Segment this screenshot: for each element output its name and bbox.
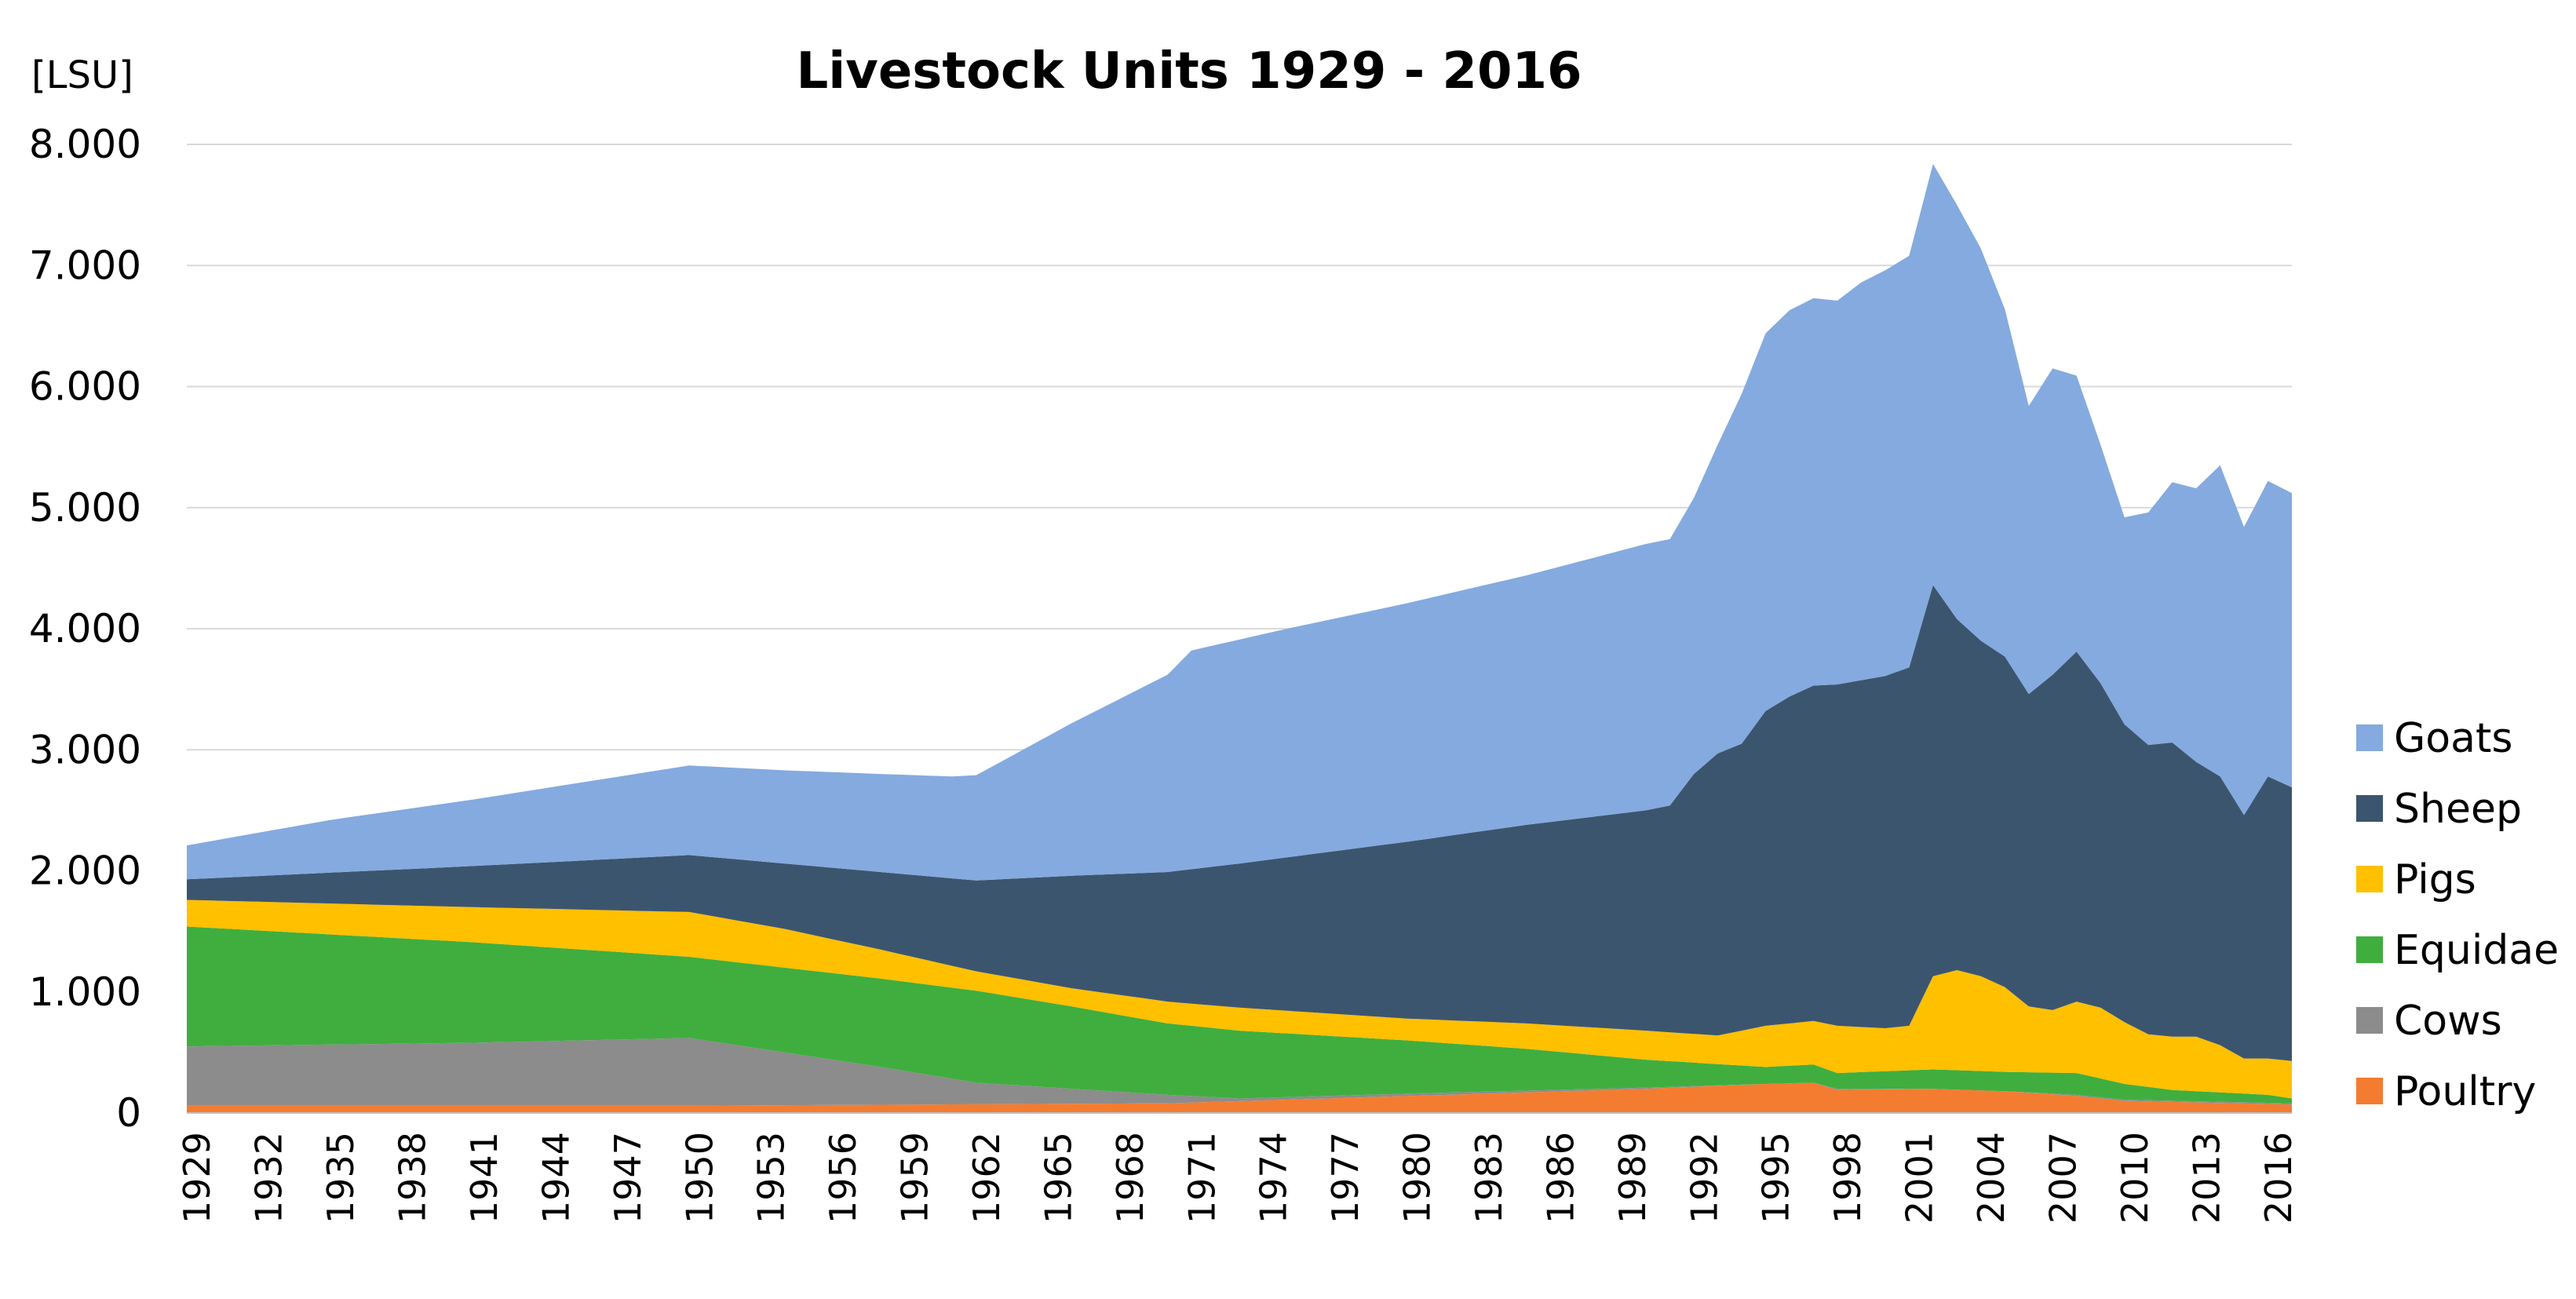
- x-tick-label: 1974: [1253, 1132, 1295, 1224]
- y-tick-label: 7.000: [29, 243, 141, 288]
- legend-swatch: [2356, 724, 2383, 751]
- x-tick-label: 2013: [2185, 1132, 2228, 1224]
- y-tick-label: 1.000: [29, 969, 141, 1015]
- x-tick-label: 1989: [1611, 1132, 1654, 1224]
- y-tick-label: 0: [116, 1090, 141, 1136]
- legend-item-equidae: Equidae: [2356, 927, 2559, 974]
- x-tick-label: 2016: [2257, 1132, 2300, 1224]
- x-tick-label: 1953: [750, 1132, 793, 1224]
- x-tick-label: 1950: [678, 1132, 721, 1224]
- legend-swatch: [2356, 795, 2383, 822]
- x-tick-label: 1959: [894, 1132, 936, 1224]
- legend-label: Sheep: [2394, 786, 2522, 833]
- legend-item-cows: Cows: [2356, 998, 2502, 1045]
- x-tick-label: 2001: [1899, 1132, 1941, 1224]
- x-tick-label: 1941: [463, 1132, 505, 1224]
- x-tick-label: 1938: [392, 1132, 434, 1224]
- x-tick-label: 1977: [1324, 1132, 1366, 1224]
- area-cows: [187, 1038, 2292, 1106]
- area-poultry: [187, 1082, 2292, 1113]
- x-tick-label: 1980: [1396, 1132, 1439, 1224]
- x-tick-label: 1995: [1755, 1132, 1797, 1224]
- legend: Goats Sheep Pigs Equidae Cows Poultry: [2356, 715, 2559, 1115]
- y-tick-label: 3.000: [29, 727, 141, 772]
- x-tick-label: 2007: [2041, 1132, 2084, 1224]
- area-goats: [187, 163, 2292, 881]
- legend-label: Pigs: [2394, 856, 2476, 903]
- legend-item-pigs: Pigs: [2356, 856, 2476, 903]
- x-tick-label: 1956: [822, 1132, 864, 1224]
- chart-title: Livestock Units 1929 - 2016: [796, 42, 1582, 100]
- area-sheep: [187, 585, 2292, 1061]
- x-tick-label: 2004: [1970, 1132, 2012, 1224]
- legend-label: Equidae: [2394, 927, 2559, 974]
- y-tick-label: 8.000: [29, 122, 141, 167]
- y-tick-label: 5.000: [29, 485, 141, 531]
- legend-item-poultry: Poultry: [2356, 1068, 2536, 1115]
- x-tick-label: 1944: [535, 1132, 577, 1224]
- x-tick-label: 2010: [2114, 1132, 2156, 1224]
- y-tick-label: 2.000: [29, 848, 141, 894]
- x-tick-label: 1986: [1539, 1132, 1582, 1224]
- x-tick-label: 1935: [319, 1132, 362, 1224]
- x-tick-label: 1947: [607, 1132, 649, 1224]
- legend-label: Poultry: [2394, 1068, 2536, 1115]
- plot-areas: [187, 163, 2292, 1113]
- legend-item-goats: Goats: [2356, 715, 2512, 762]
- area-pigs: [187, 899, 2292, 1099]
- y-axis-ticks: 0 1.000 2.000 3.000 4.000 5.000 6.000 7.000 8.00…: [29, 122, 141, 1136]
- x-tick-label: 1983: [1468, 1132, 1510, 1224]
- legend-swatch: [2356, 1078, 2383, 1104]
- x-tick-label: 1929: [176, 1132, 218, 1224]
- x-tick-label: 1965: [1037, 1132, 1079, 1224]
- x-tick-label: 1962: [965, 1132, 1008, 1224]
- legend-swatch: [2356, 936, 2383, 963]
- x-tick-label: 1968: [1109, 1132, 1151, 1224]
- legend-swatch: [2356, 1007, 2383, 1034]
- legend-swatch: [2356, 866, 2383, 892]
- x-tick-label: 1932: [248, 1132, 290, 1224]
- y-tick-label: 6.000: [29, 364, 141, 410]
- x-tick-label: 1971: [1180, 1132, 1223, 1224]
- x-tick-label: 1998: [1826, 1132, 1869, 1224]
- legend-label: Goats: [2394, 715, 2512, 762]
- x-axis-ticks: 1929 1932 1935 1938 1941 1944 1947 1950 1953 1956…: [176, 1132, 2300, 1224]
- y-tick-label: 4.000: [29, 606, 141, 651]
- legend-label: Cows: [2394, 998, 2502, 1045]
- y-axis-unit-label: [LSU]: [31, 53, 133, 97]
- legend-item-sheep: Sheep: [2356, 786, 2522, 833]
- x-tick-label: 1992: [1683, 1132, 1725, 1224]
- area-equidae: [187, 926, 2292, 1104]
